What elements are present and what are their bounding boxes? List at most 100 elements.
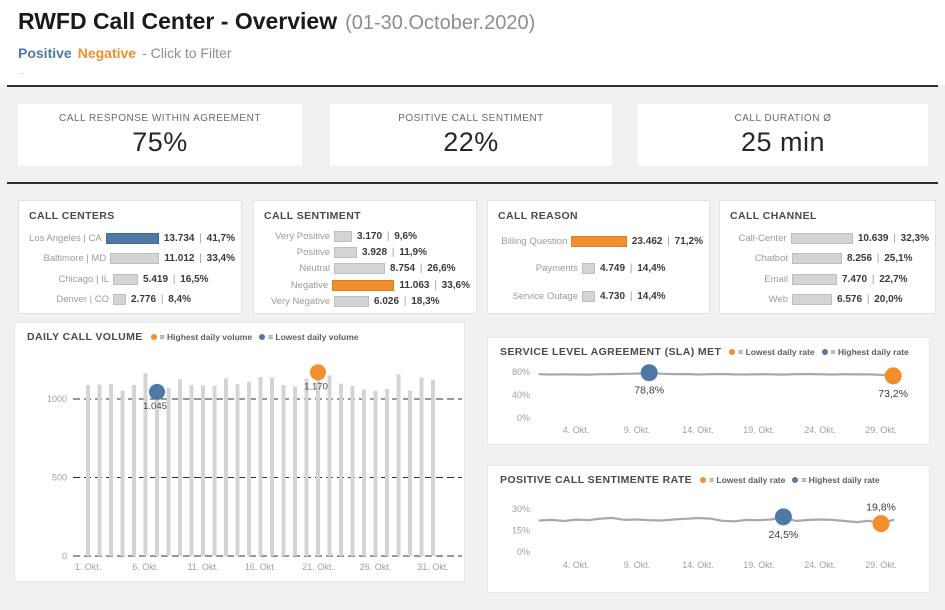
volume-bar[interactable] xyxy=(270,377,274,556)
volume-bar[interactable] xyxy=(224,378,228,556)
bar-mark[interactable] xyxy=(790,232,853,244)
volume-bar[interactable] xyxy=(212,385,217,556)
lowest-sentiment-rate-dot[interactable] xyxy=(872,515,890,533)
positive-sentiment-rate-title: POSITIVE CALL SENTIMENTE RATE xyxy=(500,474,693,486)
volume-bar[interactable] xyxy=(132,384,136,556)
bar-row: Baltimore | MD 11.012 | 33,4% xyxy=(29,253,235,265)
bar-mark[interactable] xyxy=(105,232,159,244)
highest-sentiment-rate-dot[interactable] xyxy=(774,508,792,526)
highest-sentiment-rate-annotation: 24,5% xyxy=(769,529,799,541)
positive-sentiment-rate-legend: = Lowest daily rate = Highest daily rate xyxy=(700,475,880,485)
volume-bar[interactable] xyxy=(362,389,366,556)
sentiment-filter: Positive Negative - Click to Filter xyxy=(18,45,232,61)
volume-bar[interactable] xyxy=(419,377,424,556)
sla-met-title: SERVICE LEVEL AGREEMENT (SLA) MET xyxy=(500,346,722,358)
y-axis-tick-label: 80% xyxy=(512,367,530,377)
volume-bar[interactable] xyxy=(258,377,263,556)
bar-row-value: 3.170 | 9,6% xyxy=(357,230,417,242)
bar-row-value: 8.754 | 26,6% xyxy=(390,263,456,275)
sla-met-header: SERVICE LEVEL AGREEMENT (SLA) MET = Lowe… xyxy=(500,346,909,358)
volume-bar[interactable] xyxy=(304,378,309,556)
bar-mark[interactable] xyxy=(110,253,160,265)
dashboard-header: RWFD Call Center - Overview (01-30.Octob… xyxy=(0,0,945,85)
call-channel-title: CALL CHANNEL xyxy=(730,210,817,222)
volume-bar[interactable] xyxy=(86,384,90,556)
highest-sla-rate-dot[interactable] xyxy=(640,364,658,382)
volume-bar[interactable] xyxy=(247,381,251,556)
lowest-sla-rate-dot[interactable] xyxy=(884,367,902,385)
x-axis-tick-label: 26. Okt. xyxy=(360,562,392,572)
bar-mark[interactable] xyxy=(113,294,126,306)
volume-bar[interactable] xyxy=(373,390,378,556)
bar-mark[interactable] xyxy=(113,273,138,285)
header-divider xyxy=(7,85,938,87)
volume-bar[interactable] xyxy=(396,374,401,556)
legend-item: = Lowest daily rate xyxy=(729,347,815,357)
bar-row-value: 11.063 | 33,6% xyxy=(399,279,470,291)
volume-bar[interactable] xyxy=(431,379,435,556)
lowest-volume-annotation: 1.045 xyxy=(143,401,167,412)
volume-bar[interactable] xyxy=(189,384,194,556)
volume-bar[interactable] xyxy=(339,383,343,556)
bar-mark[interactable] xyxy=(792,273,837,285)
y-axis-tick-label: 15% xyxy=(512,526,530,536)
bar-row-label: Negative xyxy=(290,279,329,291)
lowest-volume-dot[interactable] xyxy=(149,383,165,400)
legend-dot-icon xyxy=(259,334,266,340)
daily-call-volume-chart: 0 500 1000 1. Okt. 6. Okt. 11. Okt. 16. Okt. 21… xyxy=(47,364,462,572)
legend-item: = Highest daily volume xyxy=(150,332,252,342)
bar-row: Call-Center 10.639 | 32,3% xyxy=(730,232,929,244)
x-axis-tick-label: 14. Okt. xyxy=(682,425,714,435)
bar-mark[interactable] xyxy=(792,294,832,306)
volume-bar[interactable] xyxy=(201,385,205,556)
bar-row: Chatbot 8.256 | 25,1% xyxy=(730,253,929,265)
highest-sla-rate-annotation: 78,8% xyxy=(634,385,664,397)
bar-row-value: 4.730 | 14,4% xyxy=(600,290,666,302)
volume-bar[interactable] xyxy=(235,384,240,556)
filter-negative[interactable]: Negative xyxy=(77,45,137,61)
volume-bar[interactable] xyxy=(97,384,102,556)
volume-bar[interactable] xyxy=(155,391,159,556)
legend-dot-icon xyxy=(729,349,736,355)
bar-mark[interactable] xyxy=(334,247,357,259)
volume-bar[interactable] xyxy=(166,387,171,556)
call-channel-rows: Call-Center 10.639 | 32,3% Chatbot 8.256 | … xyxy=(730,228,929,310)
call-centers-title: CALL CENTERS xyxy=(29,210,115,222)
volume-bar[interactable] xyxy=(316,372,320,556)
trend-line[interactable] xyxy=(538,515,895,525)
kpi-value: 25 min xyxy=(740,126,826,157)
x-axis-tick-label: 1. Okt. xyxy=(75,562,102,572)
filter-positive[interactable]: Positive xyxy=(18,45,72,61)
bar-mark[interactable] xyxy=(334,230,352,242)
bar-mark[interactable] xyxy=(334,296,369,308)
volume-bar[interactable] xyxy=(350,385,355,556)
daily-call-volume-panel: DAILY CALL VOLUME = Highest daily volume… xyxy=(14,322,465,582)
bar-mark[interactable] xyxy=(332,279,395,291)
volume-bar[interactable] xyxy=(178,379,182,556)
bar-row: Positive 3.928 | 11,9% xyxy=(264,247,470,259)
kpi-label: CALL RESPONSE WITHIN AGREEMENT xyxy=(59,112,261,124)
x-axis-tick-label: 16. Okt. xyxy=(245,562,277,572)
call-centers-card: CALL CENTERS Los Angeles | CA 13.734 | 41… xyxy=(18,200,242,314)
x-axis-tick-label: 24. Okt. xyxy=(804,425,836,435)
trend-line[interactable] xyxy=(538,371,895,378)
bar-mark[interactable] xyxy=(792,253,842,265)
bar-mark[interactable] xyxy=(582,290,595,302)
highest-volume-annotation: 1.170 xyxy=(304,381,328,392)
volume-bar[interactable] xyxy=(143,373,148,556)
volume-bar[interactable] xyxy=(293,386,297,556)
highest-volume-dot[interactable] xyxy=(310,364,326,381)
volume-bar[interactable] xyxy=(408,390,412,556)
bar-row: Denver | CO 2.776 | 8,4% xyxy=(29,294,235,306)
volume-bar[interactable] xyxy=(327,375,332,556)
bar-mark[interactable] xyxy=(582,263,595,275)
bar-mark[interactable] xyxy=(571,236,627,248)
daily-call-volume-legend: = Highest daily volume = Lowest daily vol… xyxy=(150,332,359,342)
volume-bar[interactable] xyxy=(120,390,125,556)
volume-bar[interactable] xyxy=(385,388,389,556)
volume-bar[interactable] xyxy=(281,384,286,556)
volume-bar[interactable] xyxy=(109,384,113,556)
bar-row-label: Los Angeles | CA xyxy=(29,232,102,244)
bar-mark[interactable] xyxy=(334,263,385,275)
